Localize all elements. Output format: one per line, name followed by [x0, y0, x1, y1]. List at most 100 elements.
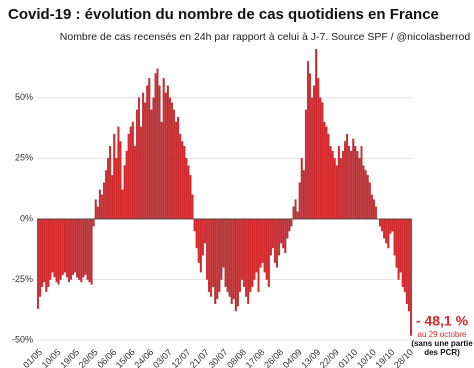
- bar: [193, 218, 196, 232]
- bar: [37, 218, 40, 309]
- bar: [168, 97, 171, 220]
- bar: [51, 218, 54, 273]
- bar: [323, 121, 326, 220]
- bar: [230, 218, 233, 304]
- bar: [393, 218, 396, 256]
- bar: [407, 218, 410, 312]
- bar: [125, 150, 128, 220]
- annotation-date: au 29 octobre: [418, 330, 467, 339]
- bar: [238, 218, 241, 292]
- bar: [232, 218, 235, 300]
- bar: [154, 73, 157, 220]
- bar: [284, 218, 287, 254]
- bar: [342, 150, 344, 220]
- bar: [306, 61, 309, 220]
- bar: [383, 218, 386, 239]
- bar: [335, 165, 338, 220]
- y-tick-label: -25%: [12, 274, 33, 284]
- bar: [80, 218, 83, 283]
- bar: [74, 218, 77, 273]
- bar: [294, 199, 297, 220]
- bar: [267, 218, 270, 287]
- bar: [138, 97, 140, 220]
- y-tick-label: 50%: [15, 92, 33, 102]
- bar: [243, 218, 246, 287]
- bar: [170, 102, 173, 220]
- bar: [228, 218, 231, 297]
- bar: [113, 133, 116, 220]
- bar: [302, 170, 305, 220]
- bar: [333, 158, 336, 220]
- bar: [350, 150, 353, 220]
- bar: [274, 218, 276, 263]
- bar: [197, 218, 200, 263]
- x-tick-label: 28/10: [392, 347, 415, 368]
- bar: [67, 218, 70, 283]
- bar: [346, 133, 349, 220]
- bar: [236, 218, 239, 307]
- bar: [105, 170, 107, 220]
- bar: [344, 141, 347, 220]
- bar: [206, 218, 208, 280]
- bar: [405, 218, 408, 304]
- bar: [185, 158, 188, 220]
- bar: [364, 170, 367, 220]
- y-tick-label: 25%: [15, 153, 33, 163]
- bar: [366, 175, 369, 220]
- bar: [63, 218, 66, 273]
- bar: [208, 218, 211, 292]
- bar: [290, 218, 293, 227]
- bar: [362, 165, 365, 220]
- bar: [374, 206, 377, 220]
- bar: [271, 218, 274, 249]
- bar: [403, 218, 406, 292]
- bar: [195, 218, 198, 249]
- bar: [319, 97, 322, 220]
- bar: [317, 78, 320, 220]
- bar: [92, 218, 95, 227]
- bar: [381, 218, 384, 232]
- bar: [288, 218, 291, 232]
- bar: [127, 133, 130, 220]
- bar: [409, 218, 412, 336]
- bar: [234, 218, 237, 312]
- bar: [300, 158, 303, 220]
- bar: [86, 218, 89, 280]
- bar: [309, 73, 311, 220]
- bar: [298, 182, 301, 220]
- bar: [356, 150, 359, 220]
- bar: [224, 218, 227, 287]
- chart-subtitle: Nombre de cas recensés en 24h par rappor…: [60, 31, 471, 43]
- bar: [218, 218, 221, 292]
- bar: [49, 218, 52, 280]
- bar: [399, 218, 402, 273]
- bar: [123, 165, 126, 220]
- bar: [276, 218, 279, 268]
- bar: [253, 218, 256, 280]
- bar: [183, 146, 186, 220]
- bar: [166, 85, 169, 220]
- bar: [131, 121, 134, 220]
- annotation-value: - 48,1 %: [416, 313, 469, 329]
- bar: [72, 218, 75, 275]
- bar: [212, 218, 215, 287]
- bar: [94, 199, 97, 220]
- y-tick-label: 0%: [20, 213, 33, 223]
- bar: [315, 49, 318, 220]
- bar: [148, 78, 151, 220]
- bar: [144, 102, 147, 220]
- bar: [385, 218, 388, 244]
- bar: [189, 175, 192, 220]
- bar: [395, 218, 398, 268]
- bar: [158, 85, 161, 220]
- bar: [255, 218, 258, 273]
- bar: [57, 218, 60, 285]
- bar: [286, 218, 289, 239]
- bar: [391, 218, 394, 232]
- bar: [339, 158, 342, 220]
- bar: [292, 206, 295, 220]
- bar: [41, 218, 44, 287]
- bar: [140, 126, 143, 220]
- bar: [401, 218, 404, 287]
